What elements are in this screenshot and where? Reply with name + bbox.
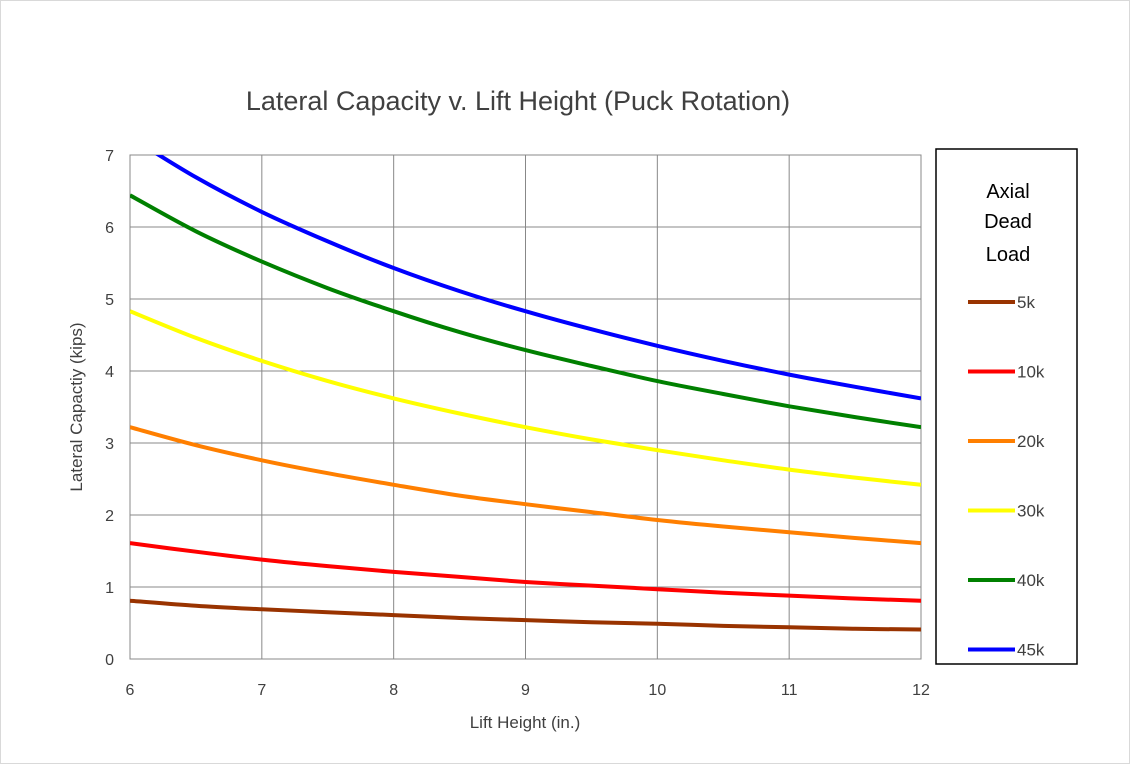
y-axis-ticks: 0 1 2 3 4 5 6 7: [105, 148, 114, 669]
legend-title-line-2: Dead: [984, 211, 1032, 233]
y-tick-label: 7: [105, 148, 114, 165]
y-tick-label: 0: [105, 652, 114, 669]
x-tick-label: 8: [389, 682, 398, 699]
series-line-45k: [155, 155, 921, 401]
legend-label-5k: 5k: [1017, 293, 1035, 312]
x-tick-label: 6: [126, 682, 135, 699]
y-tick-label: 3: [105, 436, 114, 453]
legend-label-45k: 45k: [1017, 641, 1045, 660]
y-tick-label: 6: [105, 220, 114, 237]
x-tick-label: 9: [521, 682, 530, 699]
x-tick-label: 7: [257, 682, 266, 699]
legend-title-line-3: Load: [986, 244, 1031, 266]
x-tick-label: 11: [781, 682, 798, 699]
series-lines: [130, 155, 921, 632]
x-axis-label: Lift Height (in.): [470, 713, 581, 732]
y-axis-label: Lateral Capactiy (kips): [67, 322, 86, 491]
series-line-40k: [130, 193, 921, 430]
legend: Axial Dead Load 5k 10k 20k 30k 40k 45k: [935, 148, 1078, 665]
plot-area-frame: [129, 154, 922, 660]
x-axis-ticks: 6 7 8 9 10 11 12: [126, 682, 930, 699]
legend-entries: 5k 10k 20k 30k 40k 45k: [968, 293, 1045, 660]
series-line-5k: [130, 598, 921, 632]
legend-label-40k: 40k: [1017, 571, 1045, 590]
y-tick-label: 4: [105, 364, 114, 381]
series-line-30k: [130, 309, 921, 487]
x-tick-label: 10: [648, 682, 666, 699]
legend-label-20k: 20k: [1017, 432, 1045, 451]
series-line-10k: [130, 541, 921, 603]
y-tick-label: 2: [105, 508, 114, 525]
y-tick-label: 5: [105, 292, 114, 309]
legend-title-line-1: Axial: [986, 181, 1029, 203]
series-line-20k: [130, 425, 921, 546]
chart-title: Lateral Capacity v. Lift Height (Puck Ro…: [246, 86, 790, 116]
gridlines: [130, 155, 921, 659]
legend-label-30k: 30k: [1017, 502, 1045, 521]
x-tick-label: 12: [912, 682, 930, 699]
y-tick-label: 1: [105, 580, 114, 597]
legend-label-10k: 10k: [1017, 363, 1045, 382]
